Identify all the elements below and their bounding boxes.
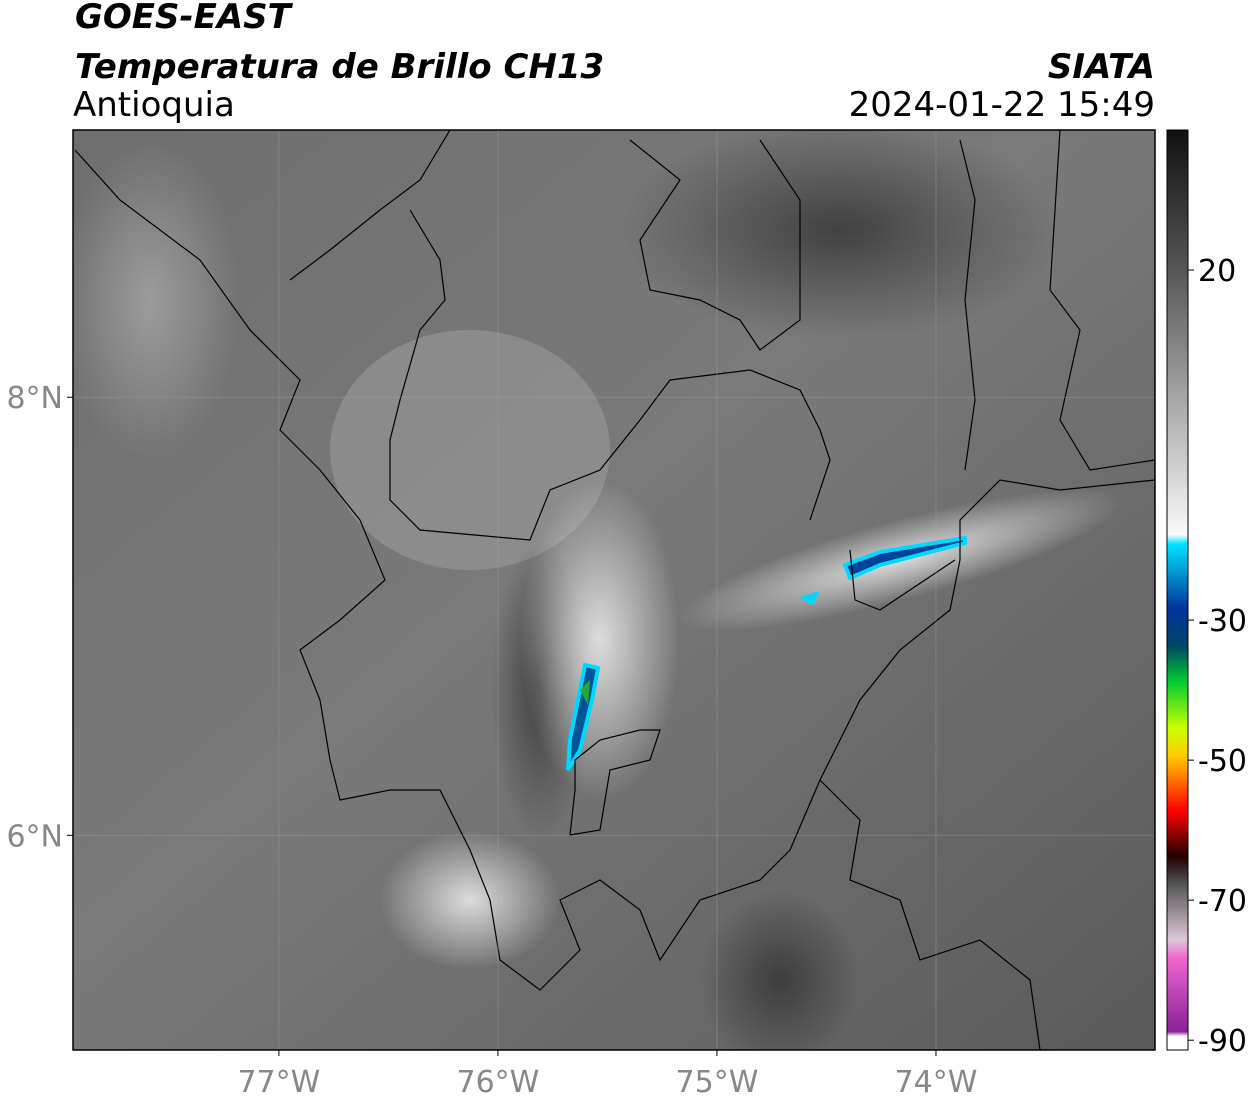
colorbar-tick-label: 20 (1198, 254, 1236, 289)
region: Antioquia (73, 85, 235, 125)
map-frame (72, 129, 1156, 1051)
colorbar (1166, 129, 1189, 1051)
grid (73, 130, 1155, 1050)
title: GOES-EAST (75, 0, 294, 37)
colorbar-tick-label: -70 (1198, 884, 1247, 919)
datetime: 2024-01-22 15:49 (849, 85, 1155, 125)
x-tick-label: 75°W (676, 1065, 759, 1099)
source: SIATA (1048, 47, 1155, 87)
colorbar-tick-label: -30 (1198, 604, 1247, 639)
subtitle: Temperatura de Brillo CH13 (75, 47, 604, 87)
colorbar-tick-label: -50 (1198, 744, 1247, 779)
x-tick-label: 77°W (237, 1065, 320, 1099)
y-tick-label: 6°N (6, 819, 63, 854)
colorbar-tick-label: -90 (1198, 1024, 1247, 1059)
x-tick-label: 74°W (895, 1065, 978, 1099)
x-tick-label: 76°W (456, 1065, 539, 1099)
satellite-image (73, 130, 1155, 1050)
y-tick-label: 8°N (6, 381, 63, 416)
